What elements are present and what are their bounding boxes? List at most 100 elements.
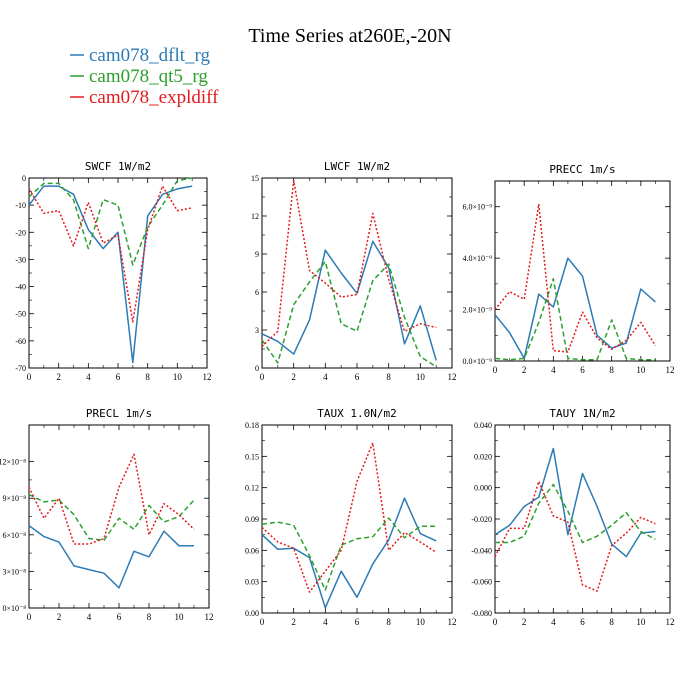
x-tick-label: 4 bbox=[86, 372, 91, 382]
y-tick-label: 4.0×10⁻⁹ bbox=[462, 254, 492, 263]
x-tick-label: 4 bbox=[87, 612, 92, 622]
y-tick-label: 0.15 bbox=[245, 452, 259, 461]
series-line-3 bbox=[494, 203, 657, 353]
x-tick-label: 6 bbox=[116, 372, 121, 382]
series-line-1 bbox=[494, 257, 656, 360]
y-tick-label: 0.00 bbox=[245, 609, 259, 618]
y-tick-label: -70 bbox=[15, 364, 26, 373]
series-line-2 bbox=[495, 483, 656, 544]
series-line-3 bbox=[261, 179, 437, 348]
panel-title: LWCF 1W/m2 bbox=[324, 160, 390, 173]
x-tick-label: 0 bbox=[260, 617, 265, 627]
y-tick-label: 2.0×10⁻⁹ bbox=[462, 306, 492, 315]
x-tick-label: 12 bbox=[448, 372, 457, 382]
y-tick-label: -40 bbox=[15, 283, 26, 292]
series-line-2 bbox=[28, 177, 193, 266]
y-tick-label: 0.03 bbox=[245, 578, 259, 587]
series-line-1 bbox=[28, 185, 193, 364]
y-tick-label: -0.080 bbox=[471, 609, 492, 618]
series-line-1 bbox=[261, 240, 437, 361]
legend-label-dflt: cam078_dflt_rg bbox=[89, 45, 211, 66]
x-tick-label: 8 bbox=[386, 372, 391, 382]
plot-frame bbox=[261, 424, 453, 614]
x-tick-label: 8 bbox=[145, 372, 150, 382]
y-tick-label: 0×10⁻⁸ bbox=[2, 604, 26, 613]
x-tick-label: 6 bbox=[355, 372, 360, 382]
legend: cam078_dflt_rg cam078_qt5_rg cam078_expl… bbox=[70, 45, 219, 108]
x-tick-label: 2 bbox=[57, 612, 62, 622]
y-tick-label: -0.020 bbox=[471, 515, 492, 524]
panel-title: TAUY 1N/m2 bbox=[549, 407, 615, 420]
y-tick-label: 0.0×10⁻⁹ bbox=[462, 357, 492, 366]
x-tick-label: 12 bbox=[666, 365, 675, 375]
x-tick-label: 10 bbox=[416, 617, 426, 627]
x-tick-label: 0 bbox=[493, 365, 498, 375]
y-tick-label: 6.0×10⁻⁹ bbox=[462, 203, 492, 212]
y-tick-label: -10 bbox=[15, 201, 26, 210]
x-tick-label: 12 bbox=[448, 617, 457, 627]
series-line-3 bbox=[28, 185, 193, 323]
x-tick-label: 2 bbox=[56, 372, 61, 382]
panel-6: TAUY 1N/m2 0 2 4 6 8 10 12 -0.080 -0.060 -0.040 -0.… bbox=[471, 407, 674, 627]
y-tick-label: 0 bbox=[255, 364, 259, 373]
x-tick-label: 2 bbox=[291, 617, 296, 627]
y-tick-label: -30 bbox=[15, 255, 26, 264]
x-tick-label: 4 bbox=[323, 617, 328, 627]
x-tick-label: 4 bbox=[551, 365, 556, 375]
y-tick-label: 15 bbox=[251, 174, 259, 183]
panel-3: PRECC 1m/s 0 2 4 6 8 10 12 0.0×10⁻⁹ 2.0×10⁻⁹ 4.0×1… bbox=[462, 163, 674, 375]
y-tick-label: 0.09 bbox=[245, 515, 259, 524]
legend-item-dflt: cam078_dflt_rg bbox=[70, 45, 211, 66]
legend-label-expldiff: cam078_expldiff bbox=[89, 87, 219, 108]
x-tick-label: 0 bbox=[260, 372, 265, 382]
x-tick-label: 0 bbox=[27, 612, 32, 622]
y-tick-label: -20 bbox=[15, 228, 26, 237]
panel-1: SWCF 1W/m2 0 2 4 6 8 10 12 -70 -60 -50 -40 -30 -20 -10… bbox=[15, 160, 211, 382]
x-tick-label: 10 bbox=[416, 372, 426, 382]
panel-title: SWCF 1W/m2 bbox=[85, 160, 151, 173]
x-tick-label: 12 bbox=[205, 612, 214, 622]
figure-title: Time Series at260E,-20N bbox=[248, 25, 451, 47]
plot-frame bbox=[261, 177, 453, 369]
y-tick-label: 0.000 bbox=[474, 484, 492, 493]
x-tick-label: 0 bbox=[27, 372, 32, 382]
y-tick-label: 3 bbox=[255, 326, 259, 335]
x-tick-label: 0 bbox=[493, 617, 498, 627]
panel-title: PRECC 1m/s bbox=[549, 163, 615, 176]
x-tick-label: 8 bbox=[609, 365, 614, 375]
panel-title: TAUX 1.0N/m2 bbox=[317, 407, 396, 420]
x-tick-label: 10 bbox=[175, 612, 185, 622]
y-tick-label: 6 bbox=[255, 288, 259, 297]
y-tick-label: -60 bbox=[15, 337, 26, 346]
x-tick-label: 10 bbox=[173, 372, 183, 382]
y-tick-label: 0.040 bbox=[474, 421, 492, 430]
y-tick-label: -0.060 bbox=[471, 578, 492, 587]
series-line-2 bbox=[494, 277, 656, 361]
plot-frame bbox=[28, 424, 210, 609]
series-line-2 bbox=[28, 493, 195, 542]
x-tick-label: 2 bbox=[522, 365, 527, 375]
series-line-3 bbox=[494, 480, 656, 592]
y-tick-label: 3×10⁻⁸ bbox=[2, 567, 26, 576]
x-tick-label: 10 bbox=[636, 365, 646, 375]
series-line-1 bbox=[261, 497, 437, 609]
series-line-2 bbox=[261, 260, 437, 368]
y-tick-label: 12 bbox=[251, 212, 259, 221]
x-tick-label: 8 bbox=[386, 617, 391, 627]
series-line-1 bbox=[494, 447, 656, 558]
series-line-2 bbox=[261, 517, 437, 591]
x-tick-label: 10 bbox=[636, 617, 646, 627]
plot-frame bbox=[494, 180, 671, 362]
x-tick-label: 6 bbox=[580, 365, 585, 375]
x-tick-label: 6 bbox=[117, 612, 122, 622]
panel-title: PRECL 1m/s bbox=[86, 407, 152, 420]
legend-label-qt5: cam078_qt5_rg bbox=[89, 66, 208, 87]
y-tick-label: 0.06 bbox=[245, 546, 259, 555]
series-line-1 bbox=[28, 524, 194, 589]
y-tick-label: 0 bbox=[22, 174, 26, 183]
y-tick-label: 0.020 bbox=[474, 452, 492, 461]
y-tick-label: 6×10⁻⁸ bbox=[2, 531, 26, 540]
x-tick-label: 4 bbox=[323, 372, 328, 382]
x-tick-label: 4 bbox=[551, 617, 556, 627]
